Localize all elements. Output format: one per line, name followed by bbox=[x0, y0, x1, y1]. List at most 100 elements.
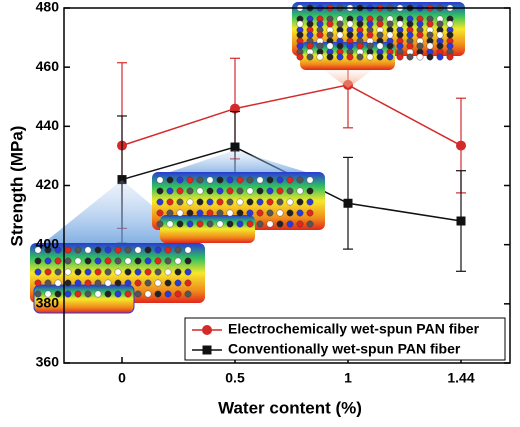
atom bbox=[256, 198, 264, 206]
atom bbox=[84, 257, 92, 265]
atom bbox=[306, 31, 314, 39]
atom bbox=[156, 176, 164, 184]
atom bbox=[436, 53, 444, 61]
atom bbox=[206, 209, 214, 217]
atom bbox=[296, 20, 304, 28]
atom bbox=[34, 290, 42, 298]
atom bbox=[176, 220, 184, 228]
atom bbox=[144, 257, 152, 265]
atom bbox=[386, 31, 394, 39]
atom bbox=[396, 42, 404, 50]
atom bbox=[386, 20, 394, 28]
atom bbox=[276, 176, 284, 184]
atom bbox=[306, 42, 314, 50]
atom bbox=[266, 187, 274, 195]
atom bbox=[306, 209, 314, 217]
atom bbox=[446, 42, 454, 50]
legend: Electrochemically wet-spun PAN fiber Conv… bbox=[192, 321, 480, 357]
atom bbox=[336, 20, 344, 28]
atom bbox=[306, 53, 314, 61]
atom bbox=[396, 20, 404, 28]
atom bbox=[336, 31, 344, 39]
y-tick-label: 380 bbox=[36, 295, 60, 311]
atom bbox=[176, 209, 184, 217]
atom bbox=[286, 220, 294, 228]
atom bbox=[104, 279, 112, 287]
atom bbox=[216, 176, 224, 184]
atom bbox=[266, 176, 274, 184]
atom bbox=[124, 279, 132, 287]
atom bbox=[296, 42, 304, 50]
atom bbox=[266, 220, 274, 228]
atom bbox=[276, 187, 284, 195]
marker bbox=[343, 198, 353, 208]
atom bbox=[104, 268, 112, 276]
atom bbox=[74, 268, 82, 276]
marker bbox=[230, 142, 240, 152]
atom bbox=[164, 268, 172, 276]
atom bbox=[114, 246, 122, 254]
y-tick-label: 360 bbox=[36, 354, 60, 370]
atom bbox=[184, 279, 192, 287]
atom bbox=[226, 220, 234, 228]
atom bbox=[184, 246, 192, 254]
atom bbox=[164, 257, 172, 265]
atom bbox=[196, 220, 204, 228]
atom bbox=[124, 290, 132, 298]
atom bbox=[246, 187, 254, 195]
atom bbox=[286, 176, 294, 184]
atom bbox=[74, 246, 82, 254]
atom bbox=[164, 246, 172, 254]
atom bbox=[124, 257, 132, 265]
atom bbox=[266, 198, 274, 206]
atom bbox=[144, 246, 152, 254]
atom bbox=[64, 290, 72, 298]
atom bbox=[174, 268, 182, 276]
atom bbox=[34, 257, 42, 265]
atom bbox=[156, 187, 164, 195]
atom bbox=[176, 187, 184, 195]
atom bbox=[286, 209, 294, 217]
atom bbox=[296, 176, 304, 184]
atom bbox=[54, 246, 62, 254]
atom bbox=[246, 220, 254, 228]
atom bbox=[34, 268, 42, 276]
y-tick-label: 420 bbox=[36, 176, 60, 192]
legend-box bbox=[184, 317, 506, 361]
atom bbox=[154, 268, 162, 276]
atom bbox=[446, 20, 454, 28]
atom bbox=[246, 198, 254, 206]
atom bbox=[246, 209, 254, 217]
atom bbox=[296, 209, 304, 217]
atom bbox=[306, 20, 314, 28]
atom bbox=[386, 42, 394, 50]
atom bbox=[326, 31, 334, 39]
atom bbox=[176, 198, 184, 206]
atom bbox=[256, 187, 264, 195]
atom bbox=[144, 279, 152, 287]
atom bbox=[426, 20, 434, 28]
atom bbox=[436, 20, 444, 28]
atom bbox=[296, 220, 304, 228]
atom bbox=[256, 176, 264, 184]
atom bbox=[134, 246, 142, 254]
atom bbox=[184, 257, 192, 265]
atom bbox=[226, 198, 234, 206]
atom bbox=[196, 187, 204, 195]
atom bbox=[156, 220, 164, 228]
atom bbox=[84, 290, 92, 298]
atom bbox=[306, 198, 314, 206]
atom bbox=[134, 279, 142, 287]
x-tick-label: 0.5 bbox=[225, 370, 245, 386]
atom bbox=[246, 176, 254, 184]
atom bbox=[416, 20, 424, 28]
atom bbox=[156, 198, 164, 206]
atom bbox=[154, 257, 162, 265]
atom bbox=[356, 53, 364, 61]
atom bbox=[114, 290, 122, 298]
legend-label: Conventionally wet-spun PAN fiber bbox=[228, 341, 461, 357]
atom bbox=[286, 198, 294, 206]
atom bbox=[64, 257, 72, 265]
atom bbox=[446, 31, 454, 39]
